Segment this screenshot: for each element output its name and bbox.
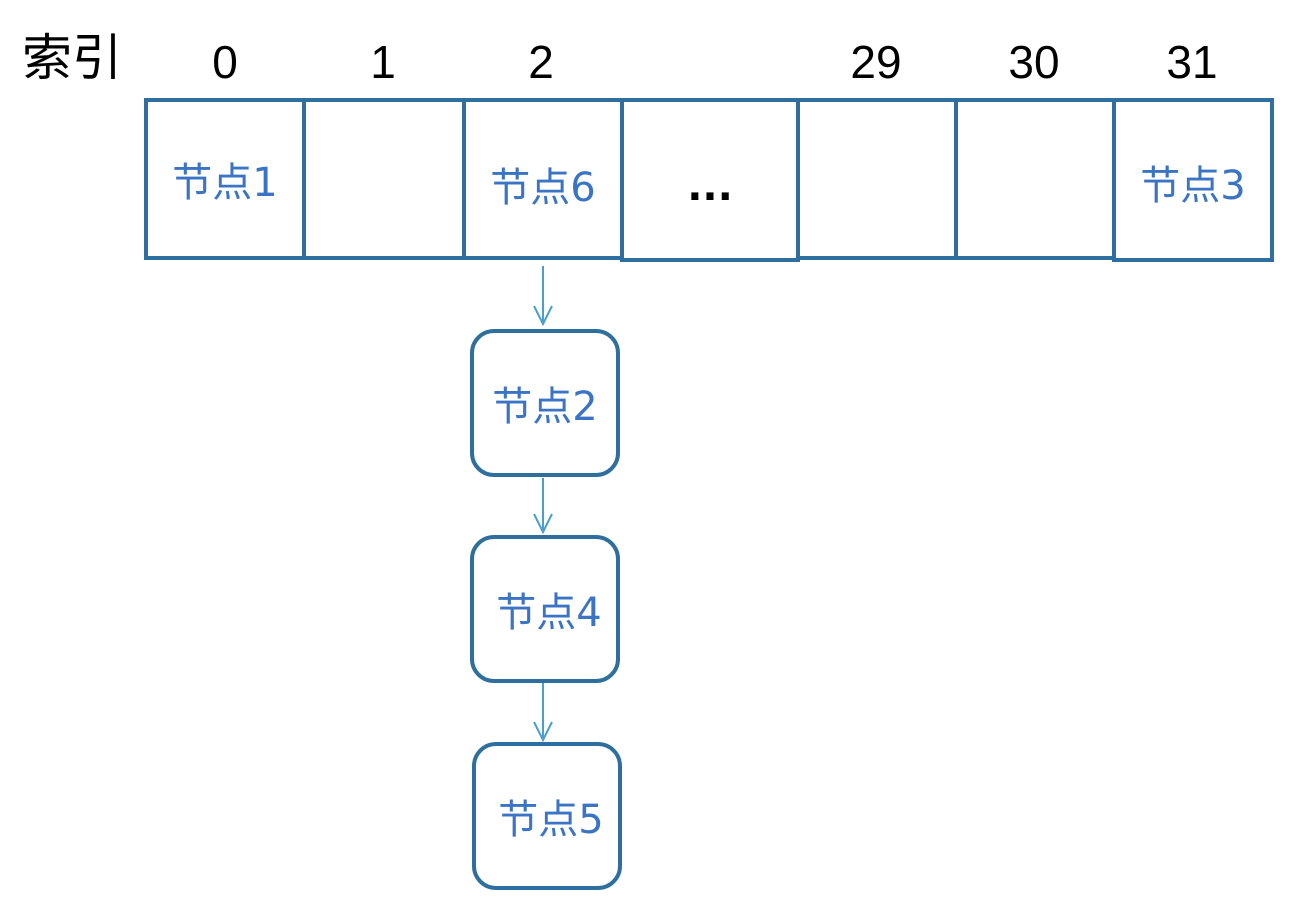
chain-node-text: 节点5: [498, 797, 604, 843]
index-label-1: 1: [370, 36, 396, 88]
chain-node-text: 节点4: [496, 590, 602, 636]
bucket-cell-text: 节点6: [490, 165, 596, 211]
chain-node-2: 节点4: [470, 535, 620, 683]
chain-node-3: 节点5: [472, 742, 622, 890]
index-title: 索引: [22, 29, 122, 87]
index-label-0: 0: [212, 36, 238, 88]
bucket-cell-2: 节点6: [462, 98, 624, 260]
chain-node-1: 节点2: [470, 329, 620, 477]
bucket-cell-29: [796, 98, 958, 260]
index-label-2: 2: [528, 36, 554, 88]
index-label-29: 29: [850, 36, 902, 88]
index-label-30: 30: [1008, 36, 1060, 88]
bucket-cell-ellipsis: ...: [620, 98, 800, 262]
bucket-cell-30: [954, 98, 1116, 260]
bucket-cell-text: 节点3: [1140, 163, 1246, 209]
ellipsis-text: ...: [687, 164, 733, 210]
bucket-cell-1: [302, 98, 466, 260]
arrow-head-1: [533, 305, 553, 327]
bucket-cell-31: 节点3: [1112, 98, 1274, 262]
chain-node-text: 节点2: [492, 384, 598, 430]
bucket-cell-text: 节点1: [172, 160, 278, 206]
arrow-head-3: [533, 721, 553, 743]
arrow-head-2: [533, 513, 553, 535]
index-label-31: 31: [1166, 36, 1218, 88]
